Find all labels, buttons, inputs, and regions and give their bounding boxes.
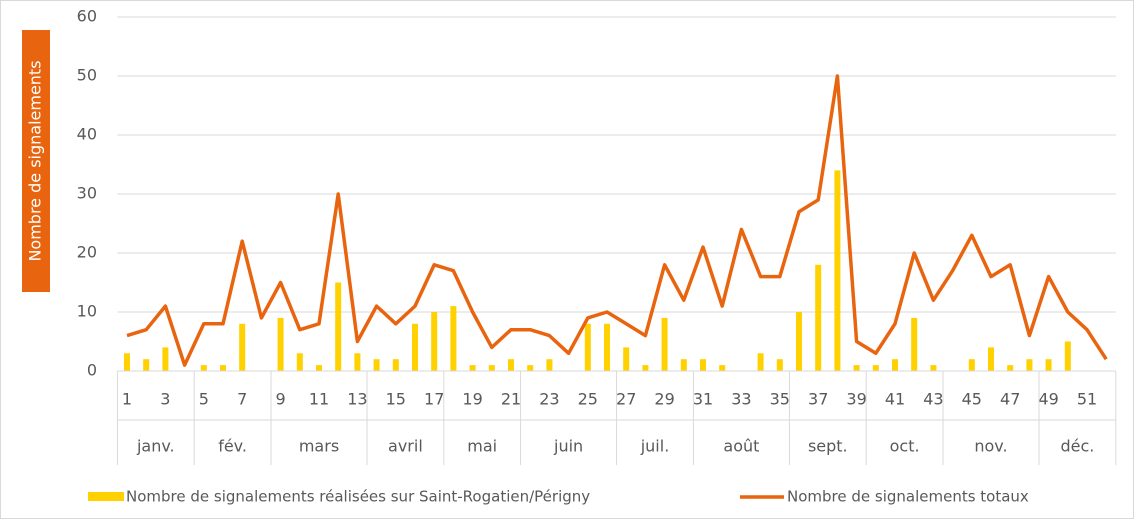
x-tick-label: 27 <box>616 390 636 409</box>
bar <box>296 353 303 371</box>
x-tick-label: 47 <box>1000 390 1020 409</box>
bar <box>661 317 668 371</box>
bar <box>527 365 534 371</box>
month-label: juil. <box>640 437 670 456</box>
month-label: mai <box>467 437 497 456</box>
x-tick-label: 23 <box>539 390 559 409</box>
x-tick-label: 41 <box>885 390 905 409</box>
bar <box>450 306 457 371</box>
bar <box>200 365 207 371</box>
x-tick-label: 15 <box>386 390 406 409</box>
y-tick-label: 60 <box>77 7 97 26</box>
month-label: avril <box>388 437 423 456</box>
y-tick-label: 10 <box>77 302 97 321</box>
bar <box>968 359 975 371</box>
bar <box>143 359 150 371</box>
legend-label: Nombre de signalements réalisées sur Sai… <box>126 488 590 506</box>
month-label: janv. <box>136 437 175 456</box>
y-tick-label: 0 <box>87 361 97 380</box>
bar <box>642 365 649 371</box>
x-tick-label: 21 <box>501 390 521 409</box>
x-tick-label: 43 <box>923 390 943 409</box>
month-label: mars <box>299 437 339 456</box>
bar <box>623 347 630 371</box>
bar <box>124 353 130 371</box>
bar <box>776 359 783 371</box>
bar <box>373 359 380 371</box>
y-label-box <box>22 30 50 292</box>
x-tick-label: 19 <box>462 390 482 409</box>
bar <box>1007 365 1014 371</box>
bar <box>392 359 399 371</box>
month-label: déc. <box>1060 437 1094 456</box>
bar <box>1045 359 1052 371</box>
bar <box>220 365 226 371</box>
bar <box>335 282 342 371</box>
bar <box>700 359 706 371</box>
y-tick-label: 20 <box>77 243 97 262</box>
bar <box>892 359 898 371</box>
x-tick-label: 25 <box>578 390 598 409</box>
y-tick-label: 30 <box>77 184 97 203</box>
bar <box>508 359 514 371</box>
month-label: août <box>723 437 759 456</box>
x-tick-label: 31 <box>693 390 713 409</box>
bar <box>162 347 169 371</box>
bar <box>834 170 841 371</box>
bar <box>354 353 361 371</box>
bar <box>853 365 860 371</box>
x-tick-label: 11 <box>309 390 329 409</box>
bar <box>1064 341 1071 371</box>
line <box>126 74 1108 367</box>
x-tick-label: 35 <box>770 390 790 409</box>
month-label: nov. <box>974 437 1007 456</box>
x-tick-label: 33 <box>731 390 751 409</box>
x-tick-label: 3 <box>160 390 170 409</box>
x-tick-label: 29 <box>654 390 674 409</box>
bar <box>469 365 476 371</box>
bar <box>584 323 591 371</box>
y-tick-label: 40 <box>77 125 97 144</box>
bar <box>911 317 918 371</box>
x-tick-label: 9 <box>276 390 286 409</box>
x-tick-label: 1 <box>122 390 132 409</box>
bar <box>796 312 802 371</box>
bar <box>680 359 687 371</box>
bar <box>546 359 553 371</box>
x-tick-label: 51 <box>1077 390 1097 409</box>
x-tick-label: 7 <box>237 390 247 409</box>
bar <box>239 323 246 371</box>
x-tick-label: 13 <box>347 390 367 409</box>
legend-label: Nombre de signalements totaux <box>787 488 1029 506</box>
bar <box>604 323 610 371</box>
month-label: oct. <box>890 437 920 456</box>
y-tick-label: 50 <box>77 66 97 85</box>
x-tick-label: 17 <box>424 390 444 409</box>
month-label: fév. <box>218 437 247 456</box>
bar <box>872 365 879 371</box>
y-axis-label: Nombre de signalements <box>26 60 45 261</box>
month-label: juin <box>553 437 583 456</box>
bar <box>930 365 937 371</box>
month-label: sept. <box>808 437 848 456</box>
bar <box>412 323 418 371</box>
x-tick-label: 49 <box>1038 390 1058 409</box>
bar <box>488 365 495 371</box>
bar <box>719 365 726 371</box>
bar <box>431 312 438 371</box>
x-tick-label: 45 <box>962 390 982 409</box>
bar <box>815 264 822 371</box>
x-tick-label: 37 <box>808 390 828 409</box>
x-tick-label: 5 <box>199 390 209 409</box>
bar <box>316 365 322 371</box>
legend-swatch <box>88 492 124 501</box>
bar <box>988 347 994 371</box>
bar <box>277 317 284 371</box>
x-tick-label: 39 <box>846 390 866 409</box>
bar <box>757 353 764 371</box>
bar <box>1026 359 1033 371</box>
